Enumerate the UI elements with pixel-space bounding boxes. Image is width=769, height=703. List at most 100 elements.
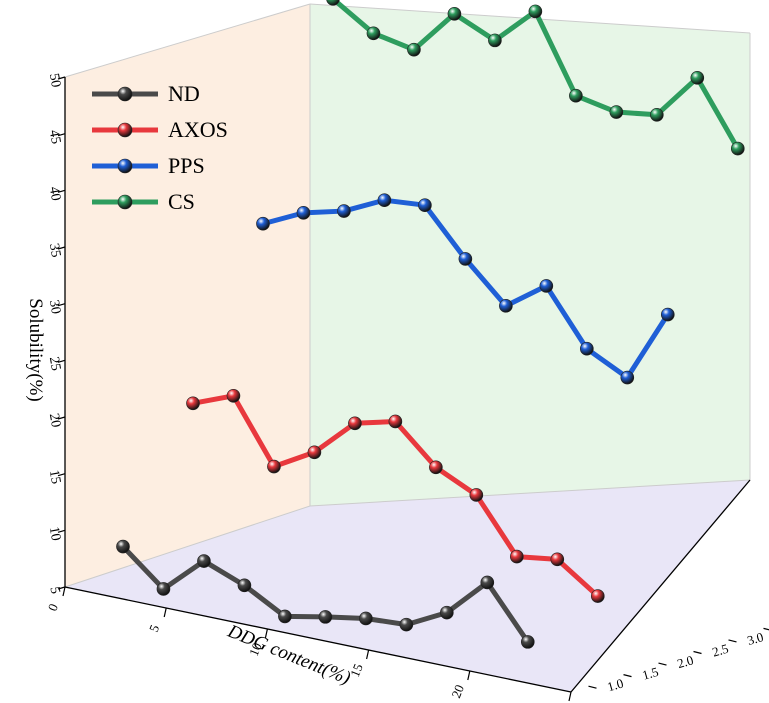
data-point <box>366 26 381 41</box>
z-tick-label: 3.0 <box>745 629 765 648</box>
z-tick-label: 1.0 <box>605 675 625 694</box>
y-tick <box>57 416 66 420</box>
x-tick <box>467 670 471 681</box>
x-tick-label: 0 <box>45 601 61 613</box>
z-tick <box>763 627 769 631</box>
y-tick <box>57 246 66 250</box>
series-cs <box>326 0 745 156</box>
series-layer <box>116 0 745 649</box>
data-point <box>296 206 311 220</box>
x-tick-label: 20 <box>448 682 467 700</box>
data-point <box>480 575 495 590</box>
z-tick <box>623 674 632 678</box>
data-point <box>690 71 705 85</box>
data-point <box>337 204 351 218</box>
series-pps <box>256 193 675 385</box>
data-point <box>307 445 322 460</box>
y-tick-label: 30 <box>46 299 63 315</box>
data-point <box>429 460 443 475</box>
y-tick <box>57 303 66 307</box>
x-tick-label: 10 <box>246 640 265 658</box>
x-tick <box>264 628 268 639</box>
data-point <box>590 589 605 603</box>
data-point <box>418 198 432 212</box>
y-tick <box>57 529 66 533</box>
y-tick-label: 15 <box>46 469 63 485</box>
y-axis-label: Solubility(%) <box>25 298 46 401</box>
data-point <box>407 42 421 57</box>
back-wall <box>310 4 750 506</box>
legend-label: PPS <box>168 153 205 178</box>
data-point <box>116 539 130 554</box>
x-tick-label: 15 <box>347 661 366 679</box>
data-point <box>510 549 524 564</box>
series-axos <box>186 389 605 603</box>
floor <box>65 480 750 692</box>
x-tick <box>366 649 370 660</box>
legend-item: ND <box>92 81 200 106</box>
data-point <box>539 279 554 293</box>
z-axis-line <box>570 479 751 693</box>
data-point <box>609 105 624 119</box>
z-tick <box>658 662 667 666</box>
data-point <box>730 141 745 156</box>
data-point <box>237 578 252 593</box>
legend-marker <box>117 158 133 174</box>
left-wall <box>65 4 310 587</box>
legend-marker <box>117 194 133 210</box>
y-tick <box>57 76 66 80</box>
x-tick <box>163 607 167 618</box>
z-tick <box>588 685 597 689</box>
y-tick-label: 40 <box>46 186 63 202</box>
y-tick <box>57 473 66 477</box>
y-tick-label: 35 <box>46 242 63 258</box>
data-point <box>226 389 241 403</box>
data-point <box>488 33 502 48</box>
y-tick-label: 50 <box>46 72 63 88</box>
legend-marker <box>117 86 133 102</box>
axes: 051015202551015202530354045501.01.52.02.… <box>45 72 769 702</box>
data-point <box>156 582 171 596</box>
data-point <box>326 0 340 6</box>
data-point <box>620 370 635 385</box>
legend-item: CS <box>92 189 195 214</box>
data-point <box>186 396 200 411</box>
series-nd <box>116 539 535 649</box>
z-tick-label: 1.5 <box>640 664 660 683</box>
y-tick-label: 10 <box>46 526 63 542</box>
y-tick-label: 5 <box>46 586 62 595</box>
z-tick <box>728 639 737 643</box>
data-point <box>197 554 211 568</box>
data-point <box>520 635 535 649</box>
z-tick-label: 2.0 <box>675 652 695 671</box>
data-point <box>650 107 664 122</box>
x-axis-line <box>64 586 572 693</box>
y-tick-label: 25 <box>46 356 63 372</box>
y-tick-label: 20 <box>46 412 63 428</box>
data-point <box>458 252 473 266</box>
x-tick <box>568 691 572 702</box>
data-point <box>318 610 333 624</box>
y-tick-label: 45 <box>46 129 63 145</box>
y-tick <box>57 586 66 590</box>
data-point <box>256 216 270 231</box>
legend-label: CS <box>168 189 195 214</box>
data-point <box>267 459 281 474</box>
data-point <box>499 299 513 313</box>
data-point <box>447 7 462 21</box>
y-tick <box>57 359 66 363</box>
y-tick <box>57 133 66 137</box>
legend-item: PPS <box>92 153 205 178</box>
data-point <box>660 307 675 322</box>
data-point <box>569 88 583 103</box>
data-point <box>469 488 484 502</box>
data-point <box>348 416 362 431</box>
data-point <box>388 414 403 429</box>
x-tick <box>62 586 66 597</box>
z-tick-label: 2.5 <box>710 641 730 660</box>
data-point <box>359 611 373 626</box>
data-point <box>278 609 292 624</box>
legend-label: ND <box>168 81 200 106</box>
y-tick <box>57 189 66 193</box>
